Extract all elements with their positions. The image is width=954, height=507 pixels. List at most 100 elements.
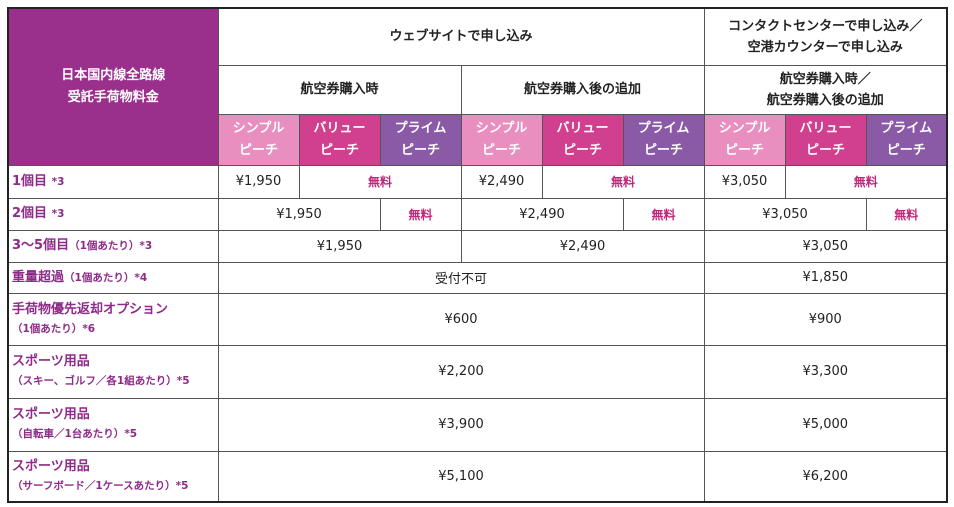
plan-name: ピーチ bbox=[644, 142, 684, 158]
plan-simple-header: シンプル ピーチ bbox=[703, 113, 786, 166]
row-subtitle: （スキー、ゴルフ／各1組あたり） bbox=[12, 375, 177, 387]
plan-name: ピーチ bbox=[806, 142, 846, 158]
price-cell: ¥600 bbox=[217, 292, 705, 346]
plan-name: プライム bbox=[394, 120, 447, 136]
row-title: 重量超過 bbox=[12, 269, 65, 285]
row-label: 3〜5個目（1個あたり）*3 bbox=[7, 229, 219, 263]
price-cell: ¥2,490 bbox=[460, 197, 624, 231]
plan-name: シンプル bbox=[718, 120, 771, 136]
price-cell: ¥3,050 bbox=[703, 229, 948, 263]
price-cell: ¥900 bbox=[703, 292, 948, 346]
price-cell: ¥3,300 bbox=[703, 344, 948, 399]
plan-prime-header: プライム ピーチ bbox=[865, 113, 948, 166]
plan-name: ピーチ bbox=[562, 142, 602, 158]
price-cell: ¥1,950 bbox=[217, 164, 300, 199]
corner-line-1: 日本国内線全路線 bbox=[61, 67, 166, 83]
free-cell: 無料 bbox=[298, 164, 462, 199]
row-note: *4 bbox=[134, 271, 148, 284]
plan-name: バリュー bbox=[556, 120, 609, 136]
row-note: *5 bbox=[175, 479, 189, 492]
row-title: 手荷物優先返却オプション bbox=[12, 301, 169, 317]
free-cell: 無料 bbox=[541, 164, 705, 199]
price-cell: ¥2,490 bbox=[460, 229, 705, 263]
table-row: スポーツ用品 （スキー、ゴルフ／各1組あたり）*5 ¥2,200 ¥3,300 bbox=[7, 344, 948, 399]
contact-channel-header: コンタクトセンターで申し込み／ 空港カウンターで申し込み bbox=[703, 7, 948, 66]
plan-name: ピーチ bbox=[725, 142, 765, 158]
contact-timing-line-2: 航空券購入後の追加 bbox=[766, 92, 884, 108]
plan-name: ピーチ bbox=[481, 142, 521, 158]
row-title: スポーツ用品 bbox=[12, 458, 90, 474]
plan-simple-header: シンプル ピーチ bbox=[217, 113, 300, 166]
price-cell: ¥1,950 bbox=[217, 229, 462, 263]
row-label: スポーツ用品 （スキー、ゴルフ／各1組あたり）*5 bbox=[7, 344, 219, 399]
row-title: 1個目 bbox=[12, 173, 48, 189]
row-subtitle: （自転車／1台あたり） bbox=[12, 428, 125, 440]
row-note: *3 bbox=[139, 240, 153, 252]
price-cell: ¥5,100 bbox=[217, 450, 705, 503]
row-title: 2個目 bbox=[12, 206, 48, 221]
row-subtitle: （1個あたり） bbox=[69, 240, 140, 252]
table-row: スポーツ用品 （サーフボード／1ケースあたり）*5 ¥5,100 ¥6,200 bbox=[7, 450, 948, 503]
price-cell: 受付不可 bbox=[217, 261, 705, 294]
row-title: スポーツ用品 bbox=[12, 407, 90, 422]
free-cell: 無料 bbox=[379, 197, 462, 231]
row-label: スポーツ用品 （サーフボード／1ケースあたり）*5 bbox=[7, 450, 219, 503]
table-row: 2個目 *3 ¥1,950 無料 ¥2,490 無料 ¥3,050 無料 bbox=[7, 197, 948, 231]
row-subtitle: （サーフボード／1ケースあたり） bbox=[12, 479, 176, 492]
row-note: *5 bbox=[176, 375, 190, 387]
row-title: 3〜5個目 bbox=[12, 238, 70, 253]
plan-value-header: バリュー ピーチ bbox=[298, 113, 381, 166]
price-cell: ¥5,000 bbox=[703, 397, 948, 452]
plan-prime-header: プライム ピーチ bbox=[622, 113, 705, 166]
price-cell: ¥3,050 bbox=[703, 197, 867, 231]
price-cell: ¥3,050 bbox=[703, 164, 786, 199]
contact-timing-header: 航空券購入時／ 航空券購入後の追加 bbox=[703, 64, 948, 115]
price-cell: ¥2,200 bbox=[217, 344, 705, 399]
web-channel-header: ウェブサイトで申し込み bbox=[217, 7, 705, 66]
plan-name: プライム bbox=[880, 120, 933, 136]
corner-line-2: 受託手荷物料金 bbox=[67, 89, 159, 105]
row-label: 2個目 *3 bbox=[7, 197, 219, 231]
plan-name: バリュー bbox=[799, 120, 852, 136]
row-note: *3 bbox=[51, 175, 65, 188]
plan-name: シンプル bbox=[232, 120, 285, 136]
row-title: スポーツ用品 bbox=[12, 354, 90, 369]
row-subtitle: （1個あたり） bbox=[12, 322, 83, 335]
web-purchase-header: 航空券購入時 bbox=[217, 64, 462, 115]
row-note: *5 bbox=[124, 428, 138, 440]
table-row: 3〜5個目（1個あたり）*3 ¥1,950 ¥2,490 ¥3,050 bbox=[7, 229, 948, 263]
row-label: 手荷物優先返却オプション （1個あたり）*6 bbox=[7, 292, 219, 346]
table-row: スポーツ用品 （自転車／1台あたり）*5 ¥3,900 ¥5,000 bbox=[7, 397, 948, 452]
plan-name: ピーチ bbox=[886, 142, 926, 158]
contact-channel-line-2: 空港カウンターで申し込み bbox=[747, 39, 903, 55]
row-label: スポーツ用品 （自転車／1台あたり）*5 bbox=[7, 397, 219, 452]
row-subtitle: （1個あたり） bbox=[64, 271, 135, 284]
table-corner-header: 日本国内線全路線 受託手荷物料金 bbox=[7, 7, 219, 166]
price-cell: ¥2,490 bbox=[460, 164, 543, 199]
plan-name: ピーチ bbox=[319, 142, 359, 158]
table-row: 重量超過（1個あたり）*4 受付不可 ¥1,850 bbox=[7, 261, 948, 294]
contact-timing-line-1: 航空券購入時／ bbox=[779, 71, 871, 87]
price-cell: ¥3,900 bbox=[217, 397, 705, 452]
row-note: *3 bbox=[51, 208, 65, 220]
price-cell: ¥6,200 bbox=[703, 450, 948, 503]
plan-simple-header: シンプル ピーチ bbox=[460, 113, 543, 166]
plan-value-header: バリュー ピーチ bbox=[784, 113, 867, 166]
table-row: 手荷物優先返却オプション （1個あたり）*6 ¥600 ¥900 bbox=[7, 292, 948, 346]
web-after-header: 航空券購入後の追加 bbox=[460, 64, 705, 115]
row-label: 1個目 *3 bbox=[7, 164, 219, 199]
row-note: *6 bbox=[82, 322, 96, 335]
plan-name: ピーチ bbox=[238, 142, 278, 158]
price-cell: ¥1,950 bbox=[217, 197, 381, 231]
plan-name: プライム bbox=[637, 120, 690, 136]
baggage-fee-table: 日本国内線全路線 受託手荷物料金 ウェブサイトで申し込み コンタクトセンターで申… bbox=[7, 7, 949, 503]
plan-value-header: バリュー ピーチ bbox=[541, 113, 624, 166]
plan-name: ピーチ bbox=[400, 142, 440, 158]
free-cell: 無料 bbox=[784, 164, 948, 199]
plan-name: シンプル bbox=[475, 120, 528, 136]
plan-name: バリュー bbox=[313, 120, 366, 136]
row-label: 重量超過（1個あたり）*4 bbox=[7, 261, 219, 294]
price-cell: ¥1,850 bbox=[703, 261, 948, 294]
free-cell: 無料 bbox=[865, 197, 948, 231]
plan-prime-header: プライム ピーチ bbox=[379, 113, 462, 166]
